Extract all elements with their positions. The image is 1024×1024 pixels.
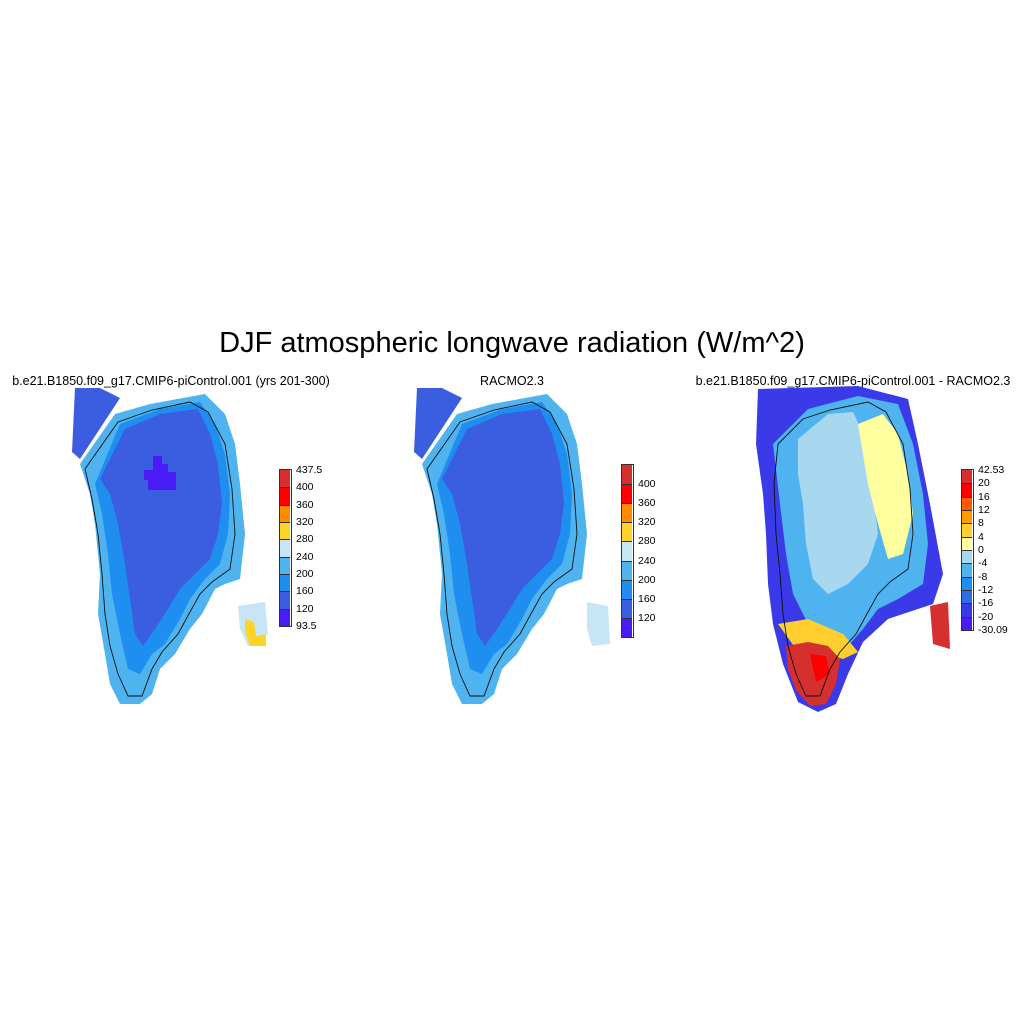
colorbar-label: 160 <box>638 592 656 605</box>
colorbar-label: -4 <box>978 557 988 570</box>
colorbar-segment <box>279 470 290 488</box>
colorbar-label: 240 <box>638 554 656 567</box>
colorbar-segment <box>961 550 972 564</box>
colorbar-segment <box>621 522 632 543</box>
colorbar-segment <box>279 539 290 558</box>
colorbar-segment <box>961 563 972 578</box>
colorbar-segment <box>621 484 632 505</box>
colorbar-segment <box>961 616 972 631</box>
colorbar-segment <box>961 590 972 604</box>
panel-2-colorbar: 400 360 320 280 240 200 160 120 <box>621 464 681 638</box>
colorbar-segment <box>961 483 972 498</box>
colorbar-segment <box>961 470 972 484</box>
colorbar-label: 400 <box>638 478 656 491</box>
colorbar-segment <box>961 496 972 511</box>
figure-title: DJF atmospheric longwave radiation (W/m^… <box>219 327 805 359</box>
colorbar-label: -8 <box>978 570 988 583</box>
panel-3-map <box>756 386 950 712</box>
colorbar-label: 360 <box>296 498 314 511</box>
colorbar-label: 42.53 <box>978 464 1005 476</box>
colorbar-segment <box>279 504 290 523</box>
colorbar-segment <box>621 598 632 619</box>
colorbar-label: 280 <box>638 535 656 548</box>
panel-1-colorbar: 437.5 400 360 320 280 240 200 160 120 93.5 <box>279 464 339 632</box>
panel-1-title: b.e21.B1850.f09_g17.CMIP6-piControl.001 … <box>12 374 330 388</box>
colorbar-segment <box>621 560 632 581</box>
colorbar-label: -12 <box>978 584 994 596</box>
colorbar-segment <box>961 510 972 524</box>
colorbar-segment <box>961 603 972 618</box>
colorbar-label: 320 <box>296 516 314 528</box>
colorbar-segment <box>279 522 290 540</box>
colorbar-segment <box>961 536 972 551</box>
colorbar-label: 12 <box>978 504 990 516</box>
colorbar-segment <box>961 576 972 591</box>
colorbar-label: 93.5 <box>296 620 317 632</box>
colorbar-label: 360 <box>638 497 656 510</box>
colorbar-label: 200 <box>638 573 656 586</box>
colorbar-segment <box>621 579 632 600</box>
panel-3-title: b.e21.B1850.f09_g17.CMIP6-piControl.001 … <box>695 374 1011 388</box>
colorbar-label: 16 <box>978 490 990 503</box>
colorbar-segment <box>279 487 290 506</box>
colorbar-segment <box>279 591 290 610</box>
panel-2-title: RACMO2.3 <box>480 374 544 388</box>
colorbar-label: 120 <box>296 602 314 615</box>
panel-1-map <box>72 388 268 704</box>
colorbar-segment <box>621 617 632 638</box>
colorbar-label: 200 <box>296 568 314 580</box>
colorbar-label: 8 <box>978 517 984 530</box>
colorbar-segment <box>279 608 290 627</box>
colorbar-label: 240 <box>296 550 314 563</box>
colorbar-label: 437.5 <box>296 464 323 476</box>
panel-2-map <box>414 388 610 704</box>
colorbar-segment <box>621 541 632 562</box>
colorbar-segment <box>961 523 972 538</box>
colorbar-label: 120 <box>638 611 656 624</box>
colorbar-label: -30.09 <box>978 624 1008 636</box>
colorbar-label: 0 <box>978 544 984 556</box>
colorbar-label: 320 <box>638 516 656 529</box>
colorbar-label: -20 <box>978 610 994 623</box>
colorbar-segment <box>621 465 632 485</box>
colorbar-label: 20 <box>978 477 990 490</box>
colorbar-segment <box>279 556 290 575</box>
colorbar-label: -16 <box>978 597 994 610</box>
colorbar-label: 4 <box>978 530 984 543</box>
panel-3-colorbar: 42.53 20 16 12 8 4 0 -4 -8 -12 -16 -20 -30.09 <box>961 464 1021 636</box>
colorbar-label: 280 <box>296 533 314 546</box>
colorbar-label: 400 <box>296 481 314 494</box>
colorbar-segment <box>621 503 632 524</box>
colorbar-label: 160 <box>296 585 314 598</box>
colorbar-segment <box>279 574 290 592</box>
